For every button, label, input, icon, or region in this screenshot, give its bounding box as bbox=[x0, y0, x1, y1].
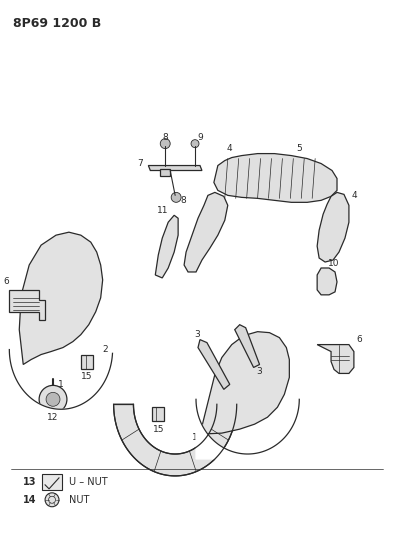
Text: 6: 6 bbox=[4, 277, 9, 286]
Text: 6: 6 bbox=[356, 335, 362, 344]
Polygon shape bbox=[184, 192, 228, 272]
Text: 7: 7 bbox=[138, 159, 143, 168]
Polygon shape bbox=[196, 399, 299, 459]
FancyBboxPatch shape bbox=[42, 474, 62, 490]
Polygon shape bbox=[113, 404, 237, 476]
Text: 5: 5 bbox=[296, 144, 302, 153]
Text: 1: 1 bbox=[192, 433, 198, 442]
Text: 15: 15 bbox=[152, 425, 164, 434]
Polygon shape bbox=[155, 215, 178, 278]
Text: 8P69 1200 B: 8P69 1200 B bbox=[13, 17, 102, 30]
Polygon shape bbox=[9, 350, 113, 429]
Text: 8: 8 bbox=[162, 133, 168, 142]
Text: 11: 11 bbox=[156, 206, 168, 215]
Text: 4: 4 bbox=[227, 144, 232, 153]
Circle shape bbox=[39, 385, 67, 413]
Polygon shape bbox=[317, 192, 349, 262]
Polygon shape bbox=[9, 290, 45, 320]
Text: 2: 2 bbox=[103, 345, 108, 354]
Text: 10: 10 bbox=[328, 259, 340, 268]
Text: 3: 3 bbox=[194, 330, 200, 339]
Text: 15: 15 bbox=[81, 372, 93, 381]
Circle shape bbox=[191, 140, 199, 148]
Polygon shape bbox=[152, 407, 164, 421]
Polygon shape bbox=[198, 340, 230, 389]
Text: 14: 14 bbox=[23, 495, 37, 505]
Text: 8: 8 bbox=[180, 196, 186, 205]
Polygon shape bbox=[81, 354, 93, 369]
Polygon shape bbox=[19, 232, 103, 365]
Text: 9: 9 bbox=[197, 133, 203, 142]
Text: 12: 12 bbox=[47, 413, 59, 422]
Polygon shape bbox=[317, 345, 354, 374]
Circle shape bbox=[160, 139, 170, 149]
Text: U – NUT: U – NUT bbox=[69, 477, 108, 487]
Circle shape bbox=[46, 392, 60, 406]
Polygon shape bbox=[200, 332, 289, 434]
Text: 3: 3 bbox=[256, 367, 262, 376]
Text: NUT: NUT bbox=[69, 495, 89, 505]
Text: 13: 13 bbox=[23, 477, 37, 487]
Polygon shape bbox=[149, 166, 202, 171]
Polygon shape bbox=[160, 168, 170, 176]
Text: 4: 4 bbox=[351, 191, 357, 200]
Text: 1: 1 bbox=[58, 380, 64, 389]
Polygon shape bbox=[317, 268, 337, 295]
Polygon shape bbox=[235, 325, 260, 367]
Polygon shape bbox=[214, 154, 337, 203]
Circle shape bbox=[45, 493, 59, 507]
Circle shape bbox=[171, 192, 181, 203]
